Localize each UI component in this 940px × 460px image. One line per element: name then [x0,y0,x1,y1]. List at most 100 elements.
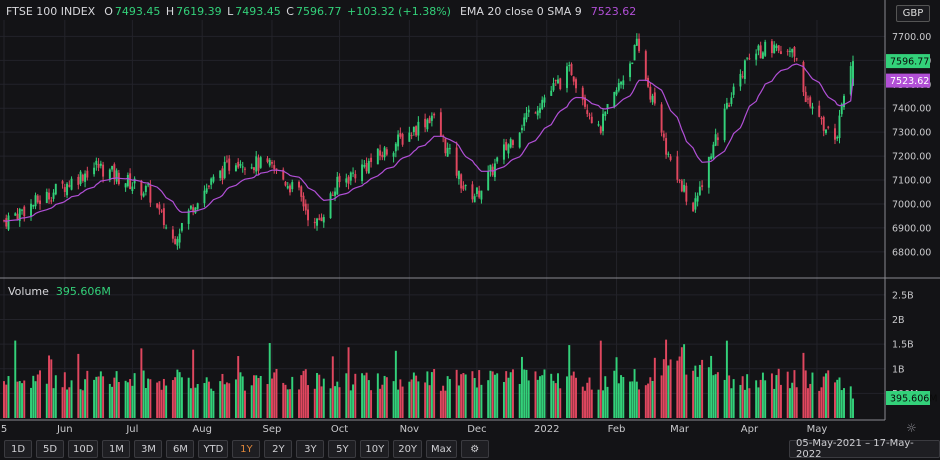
candle-body [631,62,634,64]
volume-bar [7,376,10,418]
candle-body [95,160,98,165]
range-button-3m[interactable]: 3M [134,440,163,458]
range-button-max[interactable]: Max [426,440,457,458]
range-button-5d[interactable]: 5D [36,440,64,458]
candle-body [16,213,19,220]
candle-body [162,208,165,226]
candle-body [698,186,701,195]
candle-body [115,170,118,182]
candle-body [322,217,325,223]
volume-bar [723,379,726,418]
volume-bar [712,375,715,418]
range-button-2y[interactable]: 2Y [264,440,293,458]
price-tick-label: 6800.00 [892,247,931,258]
candle-body [255,156,258,172]
volume-bar [811,372,814,418]
volume-bar [557,373,559,418]
candle-body [108,169,111,179]
volume-bar [804,370,807,418]
candle-body [660,104,663,133]
volume-bar [205,377,208,418]
currency-select[interactable]: GBP [896,5,930,22]
range-button-3y[interactable]: 3Y [296,440,325,458]
range-button-1m[interactable]: 1M [102,440,131,458]
candle-body [156,203,159,208]
volume-bar [572,371,575,418]
candle-body [827,126,830,128]
date-tick-label: Nov [400,424,420,435]
candle-body [590,116,593,124]
volume-bar [39,370,42,418]
volume-bar [489,370,492,418]
volume-bar [113,377,116,418]
range-button-10d[interactable]: 10D [68,440,99,458]
volume-bar [775,375,778,418]
candle-body [86,170,89,178]
candle-body [511,140,514,145]
volume-bar [588,377,591,418]
volume-bar [86,370,89,418]
volume-bar [448,379,451,418]
volume-bar [36,374,39,418]
volume-tick-label: 1.5B [892,340,914,351]
range-button-ytd[interactable]: YTD [198,440,229,458]
candle-body [140,180,143,196]
candle-body [712,144,715,158]
candle-body [410,135,413,137]
volume-bar [376,373,379,418]
volume-bar [282,382,285,418]
volume-bar [615,357,618,418]
volume-bar [304,369,307,418]
candle-body [644,51,647,80]
candle-body [313,221,316,224]
candle-body [286,186,289,189]
candle-body [291,182,294,190]
range-button-1d[interactable]: 1D [4,440,32,458]
candle-body [448,148,451,150]
candle-body [48,192,51,200]
volume-bar [759,379,762,418]
candle-body [505,142,508,150]
candle-body [680,180,683,192]
candle-body [638,38,641,52]
candle-body [39,200,42,205]
candle-body [21,209,23,211]
low-value: 7493.45 [235,5,281,18]
range-button-1y[interactable]: 1Y [232,440,261,458]
volume-bar [701,359,704,418]
currency-label: GBP [902,8,924,19]
volume-bar [442,385,445,418]
candle-body [111,165,114,170]
candle-body [471,184,474,200]
chart-settings-icon[interactable]: ☼ [906,421,917,435]
candle-body [759,45,762,59]
candle-body [622,80,625,86]
candle-body [793,47,796,57]
volume-bar [268,343,271,418]
candle-body [397,134,400,147]
range-button-5y[interactable]: 5Y [328,440,357,458]
volume-bar [430,372,433,418]
range-button-10y[interactable]: 10Y [360,440,390,458]
date-range-picker[interactable]: 05-May-2021 – 17-May-2022 [789,438,940,460]
candle-body [748,58,751,60]
candle-body [126,174,129,187]
volume-bar [331,356,334,418]
range-button-20y[interactable]: 20Y [393,440,423,458]
volume-bar [725,340,728,418]
candle-body [241,166,244,168]
volume-bar [70,380,73,418]
range-button-6m[interactable]: 6M [166,440,195,458]
candle-body [665,138,668,155]
volume-bar [575,377,577,418]
volume-bar [417,381,420,418]
volume-bar [732,379,735,418]
volume-bar [14,340,17,418]
candle-body [523,117,526,126]
volume-tick-label: 2B [892,315,905,326]
candle-body [282,169,285,180]
candle-body [239,164,242,166]
candle-body [779,51,782,55]
gear-icon[interactable]: ⚙ [460,440,489,458]
